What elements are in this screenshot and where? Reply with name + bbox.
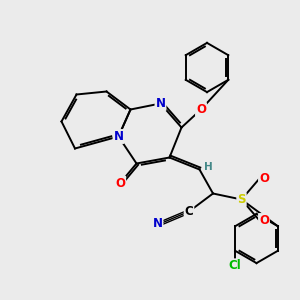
Text: S: S [237,193,246,206]
Text: C: C [184,205,194,218]
Text: O: O [259,214,269,227]
Text: O: O [259,172,269,185]
Text: H: H [204,161,213,172]
Text: Cl: Cl [229,259,242,272]
Text: O: O [196,103,206,116]
Text: N: N [113,130,124,143]
Text: N: N [155,97,166,110]
Text: N: N [152,217,163,230]
Text: O: O [115,177,125,190]
